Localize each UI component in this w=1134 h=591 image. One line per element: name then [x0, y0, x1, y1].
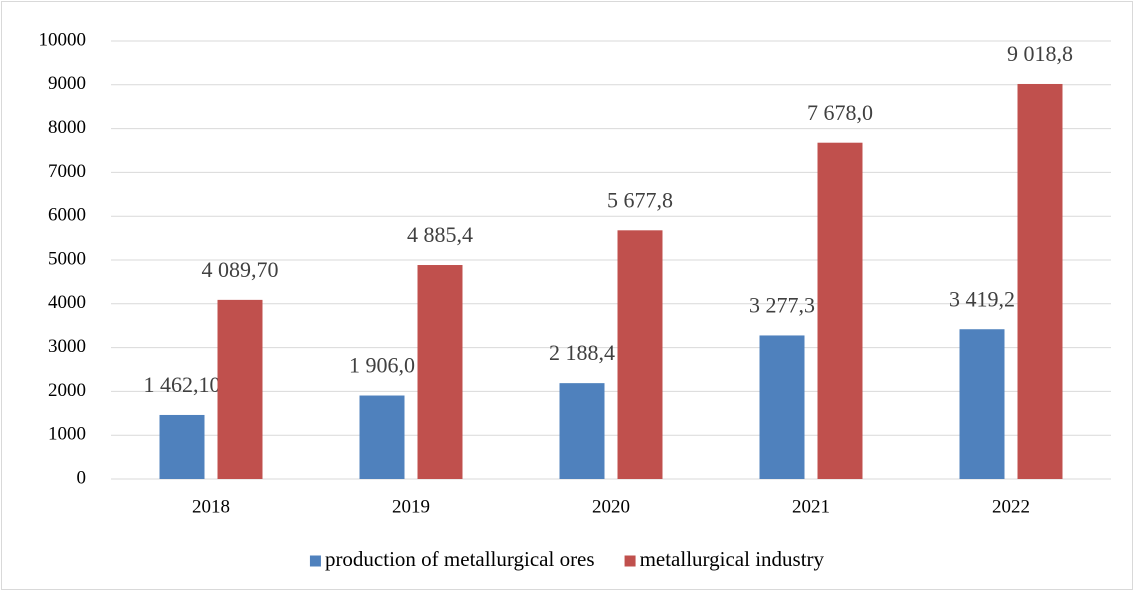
value-label: 5 677,8	[607, 187, 673, 212]
value-label: 4 885,4	[407, 222, 473, 247]
y-tick-label: 6000	[48, 205, 86, 226]
legend-swatch	[624, 555, 636, 567]
value-label: 3 277,3	[749, 293, 815, 318]
y-tick-label: 5000	[48, 248, 86, 269]
legend-label: production of metallurgical ores	[325, 547, 595, 571]
y-tick-label: 8000	[48, 117, 86, 138]
x-tick-label: 2020	[592, 496, 630, 517]
y-tick-label: 0	[77, 467, 87, 488]
y-tick-label: 10000	[39, 29, 87, 50]
y-tick-label: 9000	[48, 73, 86, 94]
bar	[759, 335, 805, 479]
value-label: 2 188,4	[549, 340, 615, 365]
x-tick-label: 2022	[992, 496, 1030, 517]
bar	[959, 329, 1005, 479]
y-tick-label: 4000	[48, 292, 86, 313]
value-label: 9 018,8	[1007, 41, 1073, 66]
x-tick-label: 2021	[792, 496, 830, 517]
bar	[559, 383, 605, 479]
y-tick-label: 3000	[48, 336, 86, 357]
value-label: 4 089,70	[202, 257, 279, 282]
bar	[159, 414, 205, 479]
value-label: 1 462,10	[144, 372, 221, 397]
x-tick-label: 2018	[192, 496, 230, 517]
bar	[417, 265, 463, 479]
y-tick-label: 1000	[48, 424, 86, 445]
y-tick-label: 2000	[48, 380, 86, 401]
value-label: 1 906,0	[349, 353, 415, 378]
value-label: 3 419,2	[949, 286, 1015, 311]
legend-label: metallurgical industry	[640, 547, 825, 571]
bar	[217, 299, 263, 479]
y-tick-label: 7000	[48, 161, 86, 182]
bar	[617, 230, 663, 479]
bar	[1017, 83, 1063, 479]
legend-swatch	[309, 555, 321, 567]
x-tick-label: 2019	[392, 496, 430, 517]
bar	[359, 395, 405, 479]
bar	[817, 142, 863, 479]
value-label: 7 678,0	[807, 100, 873, 125]
